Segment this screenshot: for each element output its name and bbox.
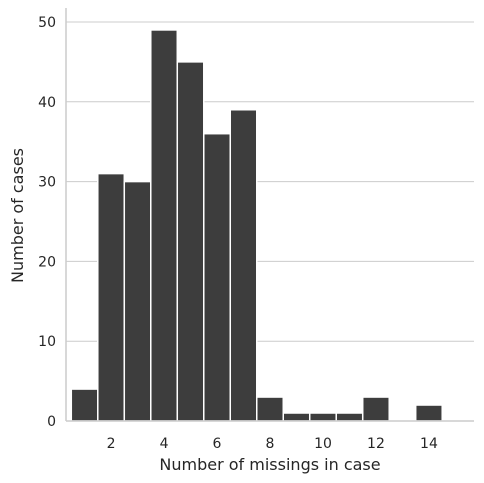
- x-tick-label: 10: [314, 436, 332, 452]
- y-tick-label: 40: [38, 95, 56, 111]
- histogram-bar: [176, 61, 205, 422]
- histogram-bar: [414, 404, 443, 422]
- histogram-bar: [70, 388, 99, 422]
- x-tick-label: 6: [213, 436, 222, 452]
- y-axis-label: Number of cases: [8, 148, 27, 283]
- histogram-bar: [282, 412, 311, 422]
- histogram-bar: [150, 29, 179, 422]
- x-tick-label: 2: [107, 436, 116, 452]
- y-tick-labels: 0 10 20 30 40 50: [38, 15, 56, 430]
- x-axis-label: Number of missings in case: [159, 455, 380, 474]
- x-tick-labels: 2 4 6 8 10 12 14: [107, 436, 438, 452]
- histogram-bars: [70, 29, 443, 422]
- y-tick-label: 50: [38, 15, 56, 31]
- x-tick-label: 14: [420, 436, 438, 452]
- histogram-bar: [203, 132, 232, 422]
- histogram-bar: [229, 109, 258, 422]
- histogram-bar: [335, 412, 364, 422]
- histogram-bar: [308, 412, 337, 422]
- histogram-bar: [256, 396, 284, 422]
- x-tick-label: 4: [160, 436, 169, 452]
- y-tick-label: 10: [38, 334, 56, 350]
- y-tick-label: 30: [38, 175, 56, 191]
- histogram-bar: [123, 180, 152, 422]
- histogram-bar: [361, 396, 390, 422]
- y-tick-label: 20: [38, 254, 56, 270]
- histogram-bar: [97, 172, 126, 422]
- y-tick-label: 0: [47, 414, 56, 430]
- x-tick-label: 12: [367, 436, 385, 452]
- x-tick-label: 8: [266, 436, 275, 452]
